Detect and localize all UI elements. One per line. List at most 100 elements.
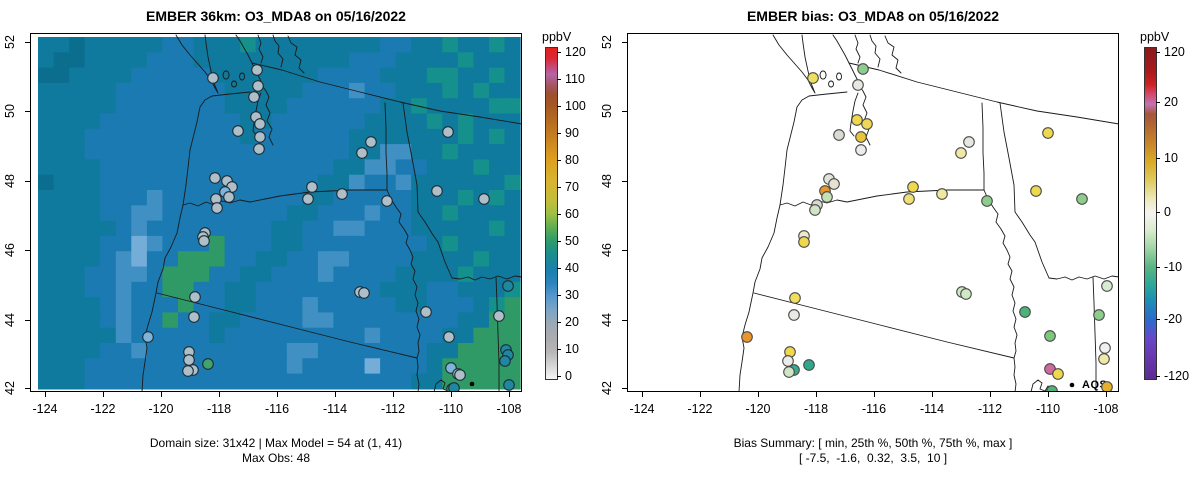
raster-cell xyxy=(364,251,381,268)
station-point xyxy=(248,91,260,103)
raster-cell xyxy=(271,281,288,298)
raster-cell xyxy=(442,52,459,69)
station-point xyxy=(182,365,194,377)
raster-cell xyxy=(209,113,226,130)
x-axis-tick-label: -110 xyxy=(1035,402,1061,416)
raster-cell xyxy=(426,266,443,283)
raster-cell xyxy=(240,251,257,268)
raster-cell xyxy=(131,174,148,191)
raster-cell xyxy=(411,52,428,69)
colorbar-tick-label: 30 xyxy=(565,288,579,302)
raster-cell xyxy=(504,82,521,99)
raster-cell xyxy=(364,327,381,344)
raster-cell xyxy=(271,297,288,313)
raster-cell xyxy=(224,220,241,237)
y-axis-tick-label: 42 xyxy=(3,381,17,395)
raster-cell xyxy=(84,52,101,69)
raster-cell xyxy=(193,98,210,115)
raster-cell xyxy=(255,343,272,359)
y-axis-tick xyxy=(622,111,627,112)
raster-cell xyxy=(426,281,443,298)
raster-cell xyxy=(255,37,272,53)
raster-cell xyxy=(473,98,490,115)
raster-cell xyxy=(333,220,350,237)
raster-cell xyxy=(131,98,148,115)
raster-cell xyxy=(489,144,506,160)
raster-cell xyxy=(489,235,506,252)
y-axis-tick xyxy=(25,111,30,112)
raster-cell xyxy=(209,235,226,252)
raster-cell xyxy=(131,144,148,160)
raster-cell xyxy=(131,373,148,390)
raster-cell xyxy=(504,128,521,145)
station-point xyxy=(821,191,833,203)
raster-cell xyxy=(69,327,86,344)
raster-cell xyxy=(53,144,70,160)
raster-cell xyxy=(271,159,288,176)
raster-cell xyxy=(442,281,459,298)
station-point xyxy=(1098,353,1110,365)
raster-cell xyxy=(317,52,335,69)
raster-cell xyxy=(286,358,303,375)
raster-cell xyxy=(504,297,521,313)
raster-cell xyxy=(380,159,397,176)
y-axis-tick xyxy=(622,181,627,182)
raster-cell xyxy=(317,297,335,313)
raster-cell xyxy=(209,266,226,283)
raster-cell xyxy=(286,128,303,145)
x-axis-tick xyxy=(45,392,46,397)
station-point xyxy=(807,72,819,84)
coast-border-path xyxy=(1048,275,1119,281)
raster-cell xyxy=(364,52,381,69)
coast-border-path xyxy=(231,80,237,88)
raster-cell xyxy=(426,312,443,329)
raster-cell xyxy=(240,220,257,237)
raster-cell xyxy=(178,67,195,84)
raster-cell xyxy=(146,220,164,237)
raster-cell xyxy=(224,52,241,69)
raster-cell xyxy=(255,98,272,115)
raster-cell xyxy=(115,190,132,206)
raster-cell xyxy=(349,343,366,359)
x-axis-tick-label: -108 xyxy=(1093,402,1119,416)
raster-cell xyxy=(146,98,164,115)
colorbar-tick xyxy=(557,52,561,53)
raster-cell xyxy=(504,251,521,268)
raster-cell xyxy=(100,358,117,375)
raster-cell xyxy=(395,327,412,344)
raster-cell xyxy=(426,52,443,69)
raster-cell xyxy=(146,159,164,176)
raster-cell xyxy=(457,37,475,53)
raster-cell xyxy=(286,220,303,237)
raster-cell xyxy=(426,67,443,84)
raster-cell xyxy=(286,373,303,390)
raster-cell xyxy=(100,174,117,191)
raster-cell xyxy=(349,174,366,191)
x-axis-tick xyxy=(1106,392,1107,397)
coast-border-path xyxy=(884,35,902,74)
raster-cell xyxy=(146,52,164,69)
raster-cell xyxy=(271,205,288,222)
raster-cell xyxy=(411,67,428,84)
raster-cell xyxy=(271,220,288,237)
raster-cell xyxy=(302,82,319,99)
raster-cell xyxy=(333,281,350,298)
raster-cell xyxy=(255,52,272,69)
raster-cell xyxy=(100,281,117,298)
raster-cell xyxy=(162,159,179,176)
x-axis-tick-label: -108 xyxy=(496,402,522,416)
raster-cell xyxy=(271,37,288,53)
raster-cell xyxy=(411,235,428,252)
x-axis-tick-label: -124 xyxy=(629,402,655,416)
x-axis-tick-label: -110 xyxy=(438,402,464,416)
model-plot-title: EMBER 36km: O3_MDA8 on 05/16/2022 xyxy=(146,8,406,24)
raster-cell xyxy=(38,281,55,298)
raster-cell xyxy=(504,235,521,252)
raster-cell xyxy=(100,373,117,390)
raster-cell xyxy=(271,373,288,390)
raster-cell xyxy=(115,312,132,329)
raster-cell xyxy=(442,67,459,84)
raster-cell xyxy=(178,190,195,206)
raster-cell xyxy=(209,281,226,298)
